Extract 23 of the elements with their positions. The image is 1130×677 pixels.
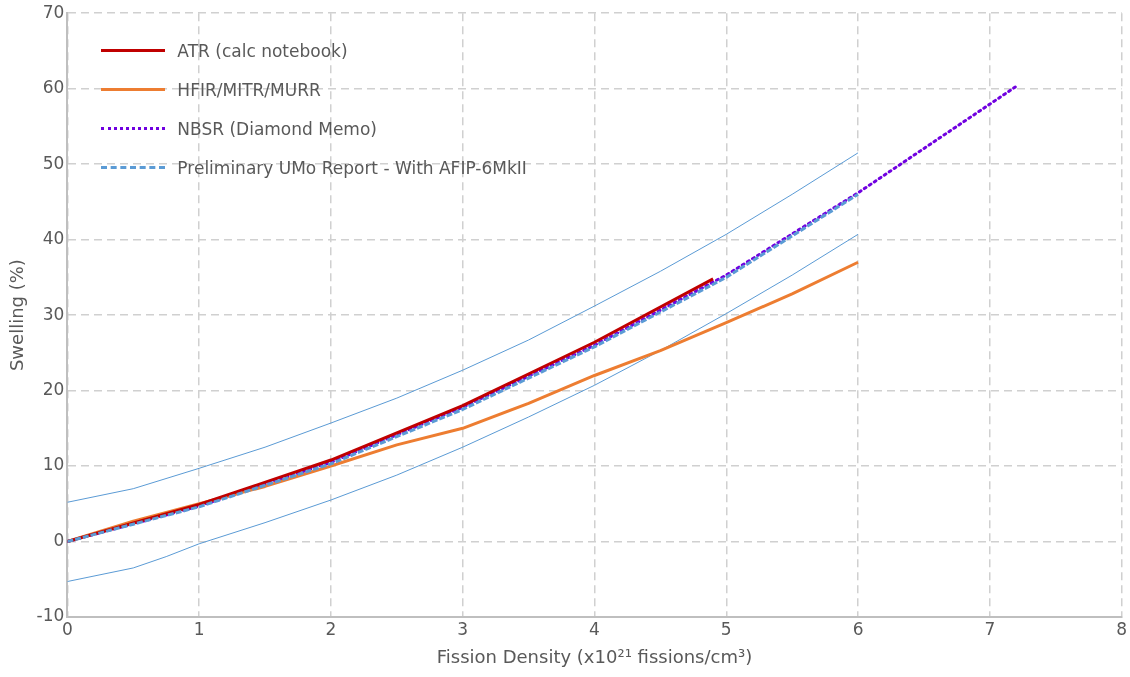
y-tick-label: 60 [42, 77, 65, 98]
y-tick-label: 30 [42, 303, 65, 324]
x-tick-label: 8 [1116, 618, 1128, 639]
legend-label: NBSR (Diamond Memo) [177, 118, 377, 139]
x-axis-title: Fission Density (x10²¹ fissions/cm³) [436, 645, 753, 667]
x-tick-label: 3 [457, 618, 469, 639]
x-tick-label: 7 [984, 618, 996, 639]
legend-label: ATR (calc notebook) [177, 40, 348, 61]
y-tick-label: 70 [42, 1, 65, 22]
x-tick-label: 2 [325, 618, 337, 639]
y-tick-label: 10 [42, 454, 65, 475]
y-axis-title: Swelling (%) [6, 259, 28, 372]
x-tick-label: 5 [720, 618, 732, 639]
x-tick-label: 1 [193, 618, 205, 639]
y-tick-label: 40 [42, 228, 65, 249]
legend-label: HFIR/MITR/MURR [177, 79, 321, 100]
x-tick-label: 4 [589, 618, 600, 639]
y-tick-label: 0 [53, 529, 65, 550]
line-series [67, 192, 860, 544]
x-tick-label: 6 [852, 618, 864, 639]
y-tick-label: 20 [42, 379, 65, 399]
legend-label: Preliminary UMo Report - With AFIP-6MkII [177, 157, 527, 178]
y-tick-label: 50 [42, 152, 65, 173]
